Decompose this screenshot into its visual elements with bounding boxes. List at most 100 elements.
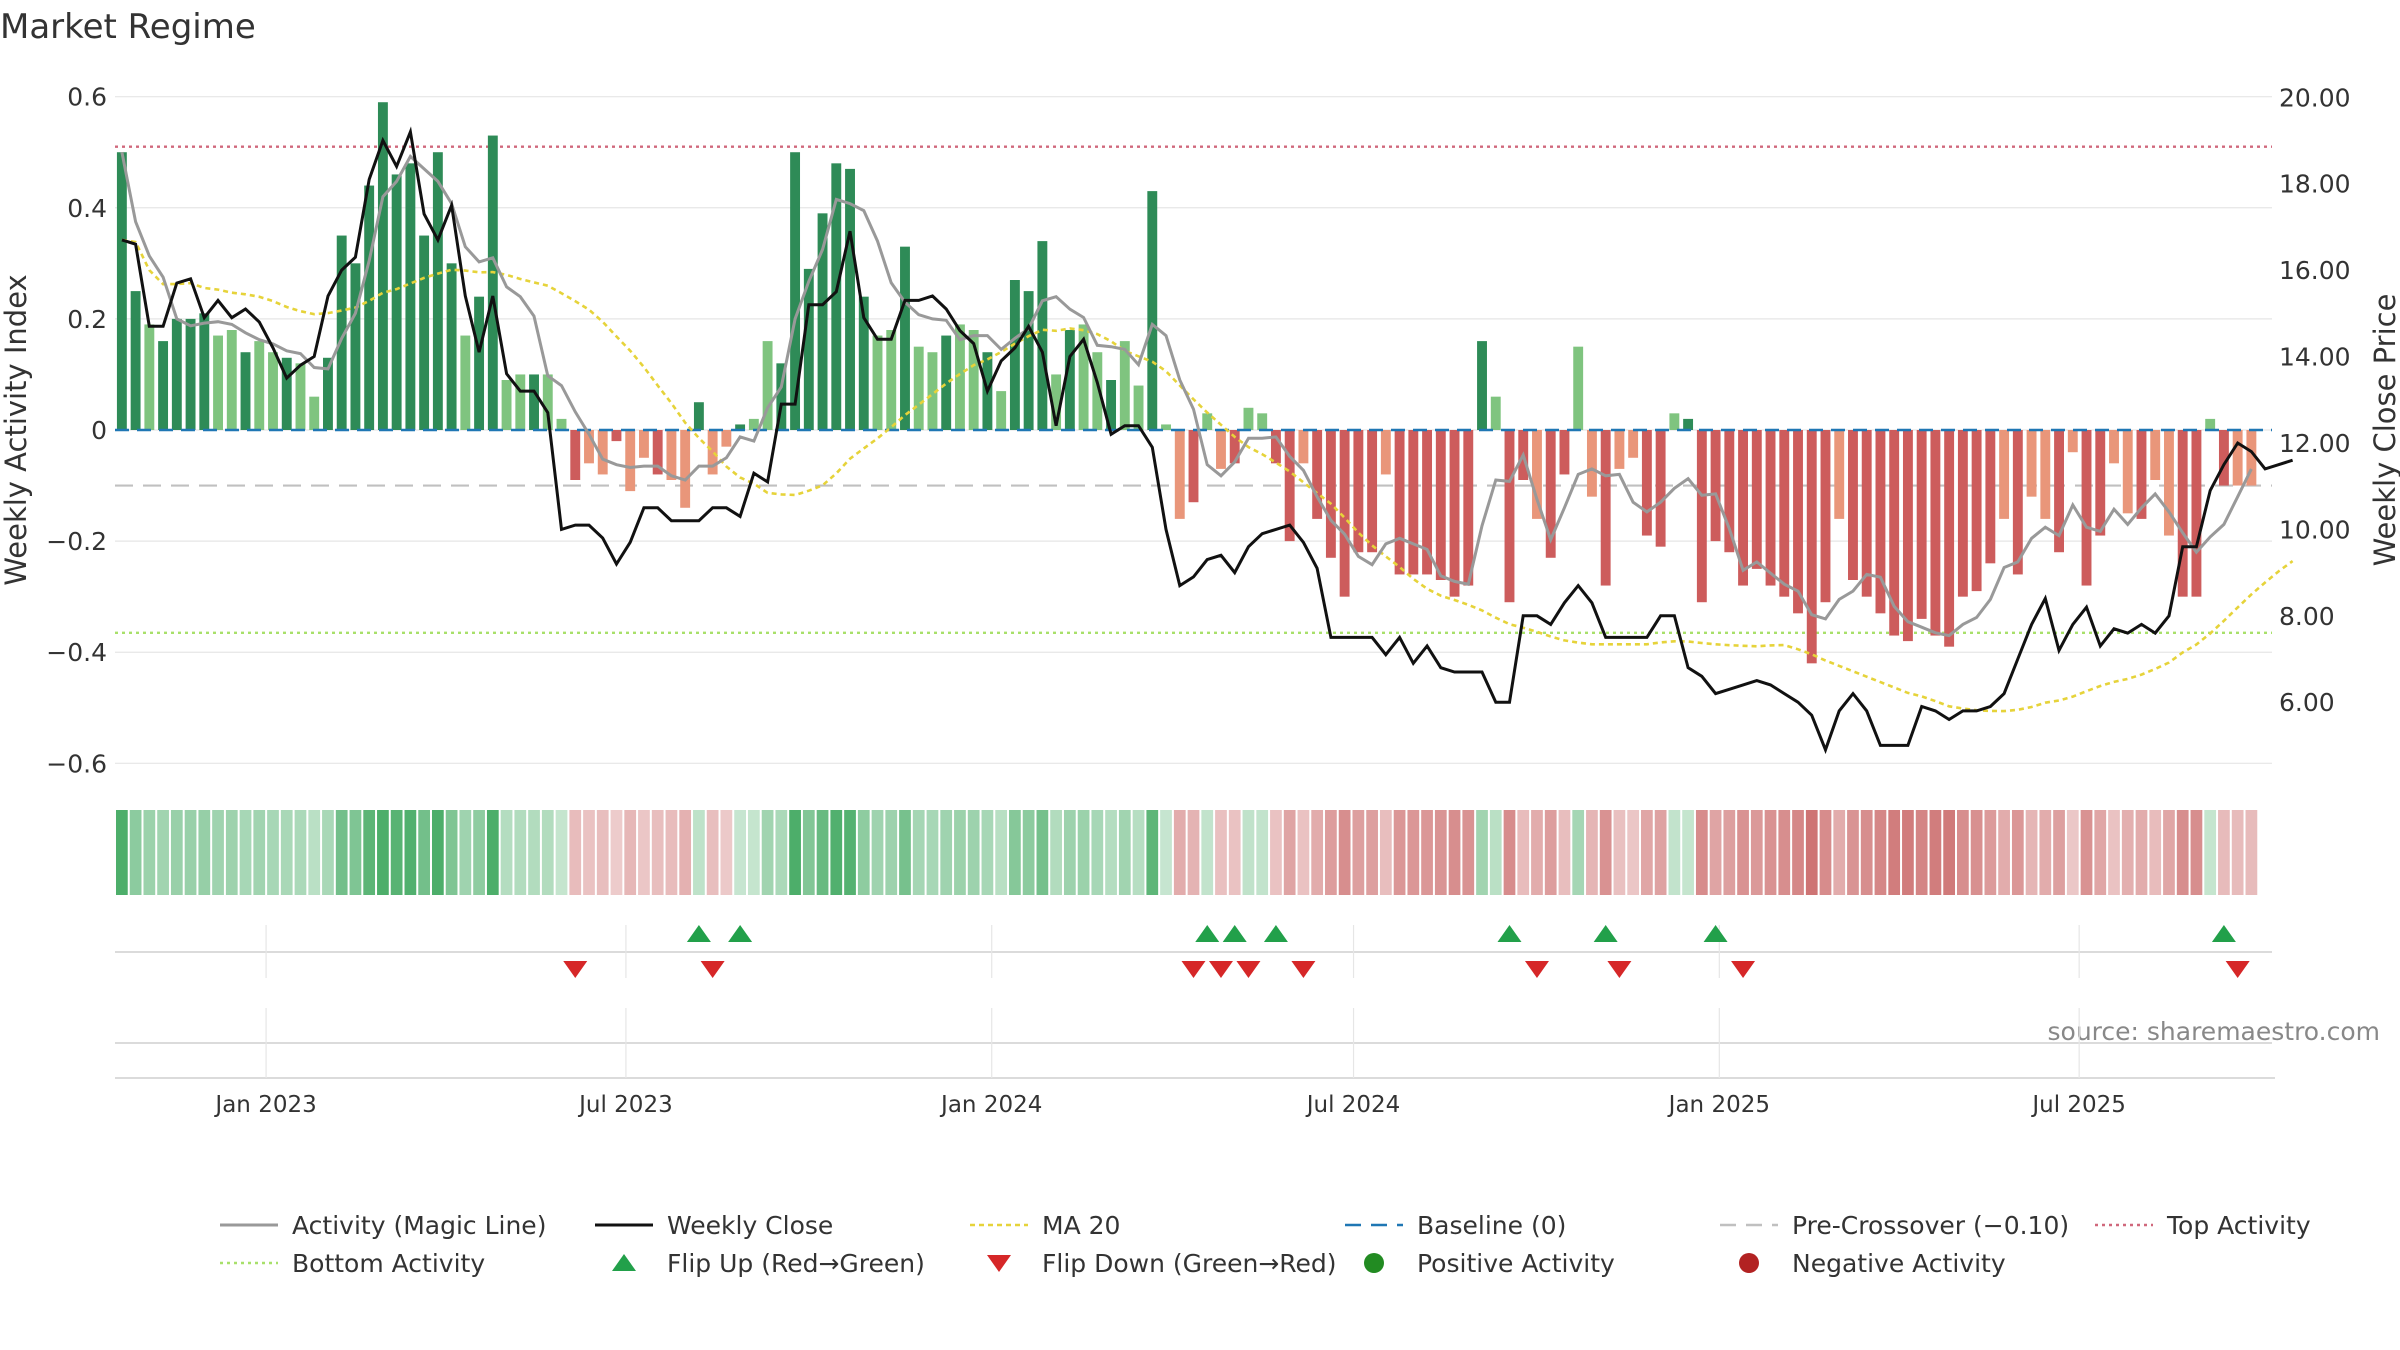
activity-bar (1724, 430, 1735, 553)
activity-bar (1325, 430, 1336, 558)
activity-bar (1243, 407, 1254, 430)
activity-bar (1394, 430, 1405, 575)
legend-label: Flip Down (Green→Red) (1042, 1249, 1337, 1278)
regime-cell (1833, 810, 1846, 895)
regime-cell (638, 810, 650, 895)
flip-up-marker (1195, 925, 1220, 942)
legend-handle-negative (1739, 1253, 1759, 1273)
regime-cell (2149, 810, 2162, 895)
regime-cell (1764, 810, 1777, 895)
activity-bar (1216, 430, 1226, 469)
regime-cell (322, 810, 334, 895)
regime-cell (1050, 810, 1062, 895)
activity-bar (1669, 413, 1680, 430)
activity-bar (240, 352, 251, 430)
y-tick-label: 0 (91, 416, 107, 445)
activity-bar (693, 402, 704, 430)
activity-bar (1119, 341, 1130, 430)
y2-axis-ticks: 6.00 8.00 10.00 12.00 14.00 16.00 18.00 20.00 (2279, 83, 2351, 717)
regime-cell (1325, 810, 1337, 895)
activity-bar (1133, 385, 1144, 430)
regime-cell (706, 810, 719, 895)
regime-cell (1063, 810, 1076, 895)
regime-cell (239, 810, 252, 895)
regime-cell (2108, 810, 2120, 895)
y2-axis-label: Weekly Close Price (2368, 294, 2400, 567)
activity-bar (941, 335, 952, 430)
flip-markers (115, 925, 2272, 978)
activity-magic-line (120, 151, 2253, 638)
activity-bar (652, 430, 663, 475)
activity-bar (1999, 430, 2010, 519)
regime-cell (2245, 810, 2258, 895)
activity-bar (1188, 430, 1199, 503)
activity-bar (2067, 430, 2078, 453)
activity-bar (790, 152, 801, 430)
y2-tick-label: 10.00 (2279, 515, 2351, 544)
legend-handle-positive (1364, 1253, 1384, 1273)
y-tick-label: 0.2 (67, 305, 107, 334)
regime-cell (871, 810, 884, 895)
regime-cell (280, 810, 293, 895)
activity-bar (1064, 330, 1075, 430)
activity-bar (1628, 430, 1639, 458)
regime-cell (1132, 810, 1145, 895)
activity-bar (2177, 430, 2188, 597)
activity-bar (1696, 430, 1707, 603)
regime-cell (1338, 810, 1351, 895)
regime-cell (1682, 810, 1694, 895)
y-tick-label: −0.2 (46, 527, 107, 556)
regime-cell (294, 810, 307, 895)
activity-bar (872, 335, 883, 430)
x-tick-label: Jan 2025 (1667, 1092, 1770, 1118)
regime-cell (1929, 810, 1942, 895)
regime-cell (1723, 810, 1736, 895)
activity-bar (1353, 430, 1364, 553)
regime-cell (1860, 810, 1873, 895)
activity-bar (350, 263, 361, 430)
regime-cell (775, 810, 788, 895)
activity-bar (2026, 430, 2037, 497)
legend-label: Top Activity (2166, 1211, 2311, 1240)
activity-bar (1916, 430, 1927, 619)
activity-bar (1257, 413, 1268, 430)
flip-down-marker (563, 961, 588, 978)
activity-bar (377, 102, 388, 430)
activity-bar (1710, 430, 1721, 542)
regime-cell (225, 810, 238, 895)
activity-bar (364, 185, 375, 430)
regime-cell (1984, 810, 1997, 895)
regime-cell (1503, 810, 1516, 895)
regime-cell (1586, 810, 1598, 895)
activity-bar (954, 324, 965, 430)
activity-bar (858, 296, 869, 430)
activity-bar (460, 335, 471, 430)
regime-cell (1022, 810, 1035, 895)
regime-cell (995, 810, 1008, 895)
activity-bar (213, 335, 223, 430)
flip-down-marker (1607, 961, 1632, 978)
regime-cell (1366, 810, 1378, 895)
regime-cell (1599, 810, 1612, 895)
flip-down-marker (1291, 961, 1316, 978)
activity-bar (625, 430, 636, 492)
legend-handle-flip-up (612, 1254, 636, 1271)
activity-bar (226, 330, 237, 430)
flip-up-marker (2211, 925, 2236, 942)
activity-bar (1367, 430, 1378, 553)
regime-cell (926, 810, 939, 895)
activity-bar (501, 380, 512, 430)
regime-cell (1215, 810, 1227, 895)
activity-bar (1902, 430, 1913, 642)
regime-cell (1627, 810, 1640, 895)
activity-bar (1779, 430, 1790, 597)
regime-cell (143, 810, 156, 895)
activity-bar (680, 430, 691, 508)
regime-cell (1297, 810, 1310, 895)
regime-cell (665, 810, 678, 895)
activity-bars (116, 102, 2257, 664)
regime-cell (1558, 810, 1571, 895)
regime-cell (1998, 810, 2010, 895)
activity-bar (1051, 374, 1062, 430)
activity-bar (845, 168, 855, 430)
